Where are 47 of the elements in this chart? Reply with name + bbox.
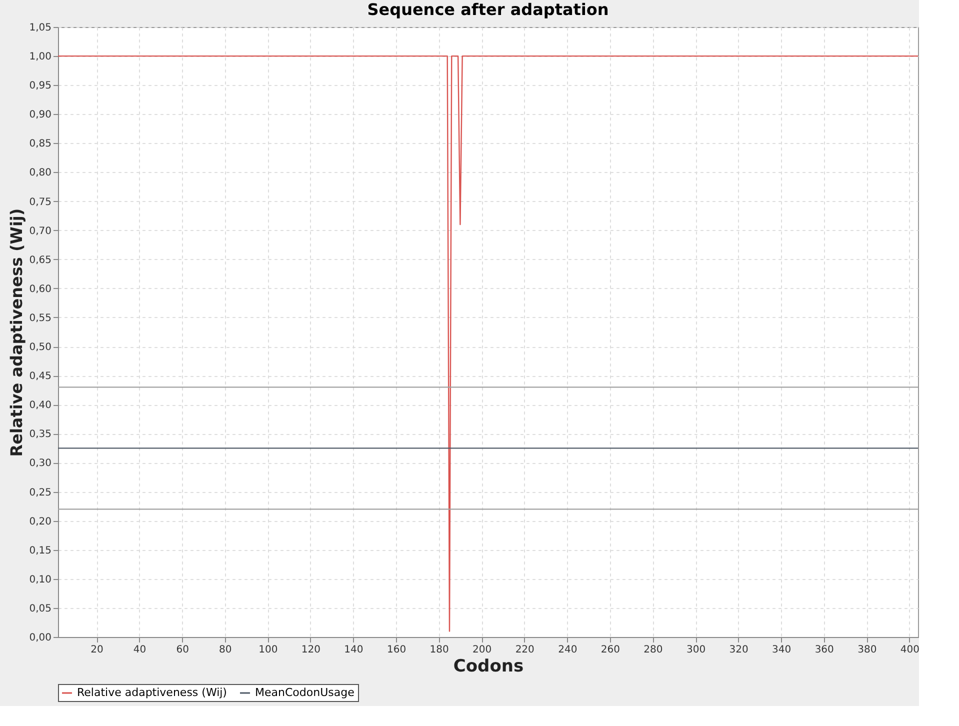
x-tick-label: 160 <box>386 644 406 656</box>
x-tick-label: 100 <box>258 644 278 656</box>
x-tick-label: 220 <box>515 644 534 656</box>
legend-label: Relative adaptiveness (Wij) <box>77 686 227 699</box>
x-tick-label: 260 <box>600 644 620 656</box>
y-tick-label: 1,05 <box>29 22 52 34</box>
x-tick-label: 320 <box>729 644 748 656</box>
y-tick-label: 0,40 <box>29 400 52 412</box>
x-tick-label: 380 <box>858 644 877 656</box>
y-tick-label: 0,25 <box>29 487 52 498</box>
y-tick-label: 0,80 <box>29 168 52 179</box>
y-tick-label: 0,60 <box>29 284 52 295</box>
legend-label: MeanCodonUsage <box>255 686 355 699</box>
x-tick-label: 360 <box>814 644 834 656</box>
y-tick-label: 0,35 <box>29 429 52 440</box>
x-tick-label: 180 <box>430 644 449 656</box>
x-axis-title: Codons <box>453 656 524 676</box>
y-tick-label: 0,65 <box>29 254 52 266</box>
x-tick-label: 20 <box>90 644 104 656</box>
y-tick-label: 0,10 <box>29 574 52 586</box>
x-tick-label: 40 <box>133 644 146 656</box>
x-tick-label: 120 <box>301 644 320 656</box>
x-tick-label: 300 <box>686 644 706 656</box>
x-tick-label: 280 <box>644 644 663 656</box>
y-axis-title: Relative adaptiveness (Wij) <box>7 208 26 457</box>
y-tick-label: 0,55 <box>29 312 52 324</box>
y-tick-label: 0,50 <box>29 342 52 354</box>
y-tick-label: 1,00 <box>29 52 52 63</box>
y-tick-label: 0,75 <box>29 196 52 208</box>
x-tick-label: 200 <box>472 644 492 656</box>
y-tick-label: 0,20 <box>29 516 52 528</box>
y-tick-label: 0,15 <box>29 545 52 556</box>
y-tick-label: 0,30 <box>29 458 52 470</box>
y-tick-label: 0,95 <box>29 80 52 92</box>
y-tick-label: 0,85 <box>29 138 52 150</box>
y-tick-label: 0,05 <box>29 603 52 614</box>
x-tick-label: 240 <box>558 644 578 656</box>
x-tick-label: 140 <box>344 644 364 656</box>
x-tick-label: 400 <box>900 644 920 656</box>
y-tick-label: 0,70 <box>29 226 52 237</box>
y-tick-label: 0,45 <box>29 371 52 382</box>
x-tick-label: 60 <box>176 644 189 656</box>
chart-title: Sequence after adaptation <box>367 0 609 19</box>
y-tick-label: 0,90 <box>29 110 52 121</box>
x-tick-label: 80 <box>219 644 232 656</box>
y-tick-label: 0,00 <box>29 632 52 644</box>
x-tick-label: 340 <box>772 644 792 656</box>
